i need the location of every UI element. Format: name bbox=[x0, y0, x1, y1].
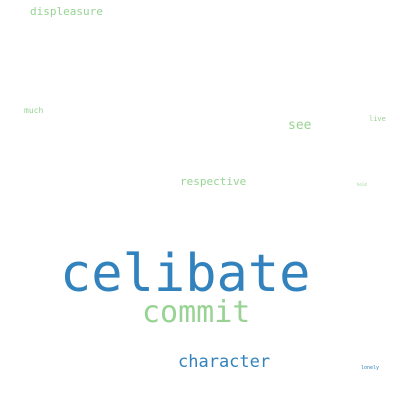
word-much: much bbox=[24, 106, 44, 115]
word-commit: commit bbox=[142, 295, 251, 330]
word-live: live bbox=[369, 115, 386, 123]
word-celibate: celibate bbox=[60, 244, 311, 304]
word-see: see bbox=[288, 118, 312, 133]
word-displeasure: displeasure bbox=[30, 5, 103, 18]
word-respective: respective bbox=[180, 175, 247, 188]
word-hold: hold bbox=[357, 182, 367, 187]
word-character: character bbox=[178, 352, 271, 372]
word-lonely: lonely bbox=[361, 365, 380, 371]
